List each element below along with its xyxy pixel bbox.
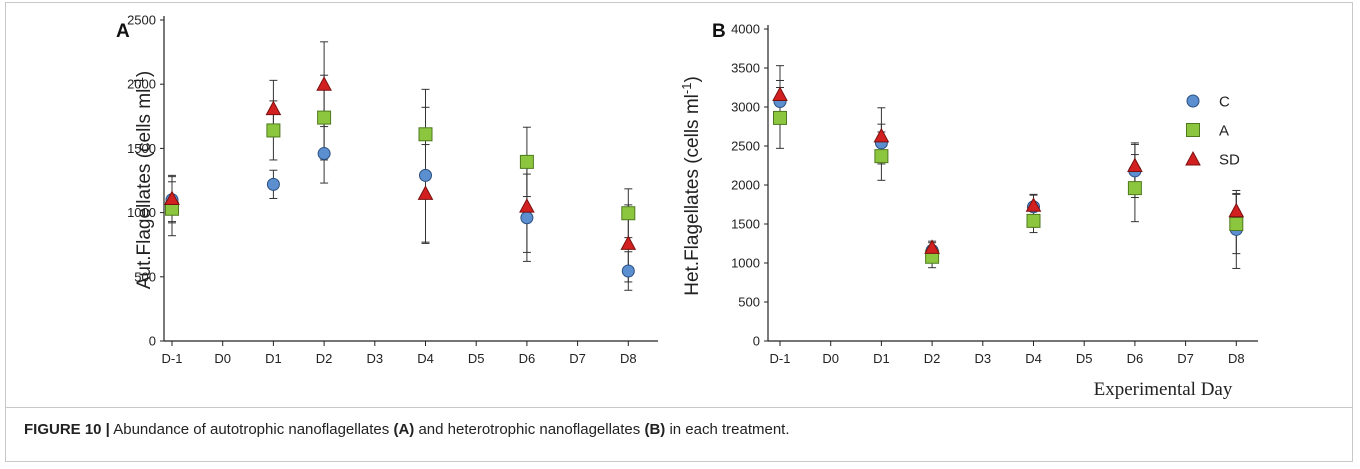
data-point-a-d6 bbox=[1127, 181, 1142, 196]
data-point-sd-d8 bbox=[620, 235, 637, 250]
data-point-a-d8 bbox=[1229, 217, 1244, 231]
data-point-a-d8 bbox=[621, 206, 636, 221]
caption-text-2: and heterotrophic nanoflagellates bbox=[414, 421, 645, 438]
y-tick-label: 500 bbox=[738, 295, 760, 310]
data-point-sd-d4 bbox=[1025, 197, 1042, 212]
data-point-c-d4 bbox=[419, 168, 432, 182]
legend-label-c: C bbox=[1219, 94, 1230, 111]
data-point-sd-d6 bbox=[519, 198, 535, 213]
data-point-sd-d1 bbox=[265, 100, 282, 116]
x-tick-label-d7: D7 bbox=[569, 351, 586, 366]
figure-frame bbox=[5, 2, 1353, 462]
caption-mark-a: (A) bbox=[393, 421, 415, 438]
caption-text-1: Abundance of autotrophic nanoflagellates bbox=[109, 421, 394, 438]
data-point-a-d4 bbox=[1026, 213, 1041, 228]
data-point-sd-d2 bbox=[924, 239, 940, 254]
chart-panel-b: 0 500 1000 1500 2000 2500 3000 3500 4000 D-1 D0 D1 D… bbox=[679, 21, 1258, 400]
data-point-c-d8 bbox=[621, 264, 635, 278]
x-tick-label-d0: D0 bbox=[822, 351, 839, 366]
y-tick-label: 1500 bbox=[127, 141, 156, 156]
data-point-sd-d2 bbox=[316, 76, 332, 91]
data-point-c-d1 bbox=[266, 177, 280, 191]
x-tick-label-d-1: D-1 bbox=[770, 351, 791, 366]
y-tick-label: 1000 bbox=[731, 256, 760, 271]
y-tick-label: 2500 bbox=[127, 13, 156, 28]
y-axis-label-b: Het.Flagellates (cells ml-1) bbox=[679, 76, 703, 296]
x-tick-label-d2: D2 bbox=[316, 351, 333, 366]
x-axis-label-b: Experimental Day bbox=[1094, 379, 1233, 400]
x-tick-label-d6: D6 bbox=[519, 351, 536, 366]
x-tick-label-d3: D3 bbox=[974, 351, 991, 366]
x-tick-label-d2: D2 bbox=[924, 351, 941, 366]
chart-legend: CA SD bbox=[1185, 94, 1240, 169]
data-point-a-d4 bbox=[418, 127, 433, 142]
x-tick-label-d-1: D-1 bbox=[162, 351, 183, 366]
y-tick-label: 3000 bbox=[731, 100, 760, 115]
legend-label-a: A bbox=[1219, 123, 1229, 140]
data-point-a-d-1 bbox=[773, 110, 787, 125]
x-tick-label-d0: D0 bbox=[214, 351, 231, 366]
caption-separator bbox=[5, 407, 1353, 408]
data-point-sd-d1 bbox=[873, 127, 890, 143]
y-tick-label: 4000 bbox=[731, 22, 760, 37]
data-point-sd-d4 bbox=[417, 185, 434, 200]
panel-label-a: A bbox=[116, 21, 130, 42]
data-point-sd-d8 bbox=[1228, 202, 1245, 218]
x-tick-label-d1: D1 bbox=[265, 351, 282, 366]
x-tick-label-d8: D8 bbox=[620, 351, 637, 366]
x-tick-label-d1: D1 bbox=[873, 351, 890, 366]
x-tick-label-d4: D4 bbox=[417, 351, 434, 366]
legend-marker-c bbox=[1186, 94, 1200, 108]
legend-marker-a bbox=[1186, 123, 1200, 137]
y-tick-label: 1500 bbox=[731, 217, 760, 232]
x-tick-label-d7: D7 bbox=[1177, 351, 1194, 366]
data-point-c-d2 bbox=[317, 147, 331, 161]
y-tick-label: 0 bbox=[149, 334, 156, 349]
y-axis-label-a: Aut.Flagellates (cells ml-1) bbox=[131, 71, 155, 290]
y-tick-label: 500 bbox=[134, 269, 156, 284]
panel-label-b: B bbox=[712, 21, 726, 42]
data-point-a-d2 bbox=[317, 110, 332, 125]
data-point-sd-d6 bbox=[1127, 157, 1143, 172]
data-point-c-d6 bbox=[520, 211, 534, 225]
y-tick-label: 2000 bbox=[127, 77, 156, 92]
data-point-sd-d-1 bbox=[164, 190, 180, 205]
figure-caption: FIGURE 10 | Abundance of autotrophic nan… bbox=[24, 421, 790, 438]
legend-label-sd: SD bbox=[1219, 152, 1240, 169]
x-tick-label-d4: D4 bbox=[1025, 351, 1042, 366]
data-point-a-d1 bbox=[874, 149, 889, 164]
data-point-a-d1 bbox=[266, 123, 281, 138]
y-tick-label: 2500 bbox=[731, 139, 760, 154]
y-tick-label: 0 bbox=[753, 334, 760, 349]
data-point-a-d6 bbox=[519, 154, 534, 169]
legend-marker-sd bbox=[1185, 150, 1201, 166]
x-tick-label-d5: D5 bbox=[1076, 351, 1093, 366]
caption-mark-b: (B) bbox=[644, 421, 666, 438]
x-tick-label-d8: D8 bbox=[1228, 351, 1245, 366]
data-point-sd-d-1 bbox=[772, 86, 788, 102]
chart-panel-a: 0 500 1000 1500 2000 2500 D-1 D0 D1 D2 D3 D4 D5 D6 D7 D… bbox=[116, 13, 658, 366]
caption-text-3: in each treatment. bbox=[665, 421, 790, 438]
y-tick-label: 2000 bbox=[731, 178, 760, 193]
x-tick-label-d6: D6 bbox=[1127, 351, 1144, 366]
x-tick-label-d5: D5 bbox=[468, 351, 485, 366]
x-tick-label-d3: D3 bbox=[366, 351, 383, 366]
y-tick-label: 3500 bbox=[731, 61, 760, 76]
caption-label: FIGURE 10 | bbox=[24, 421, 110, 438]
y-tick-label: 1000 bbox=[127, 205, 156, 220]
